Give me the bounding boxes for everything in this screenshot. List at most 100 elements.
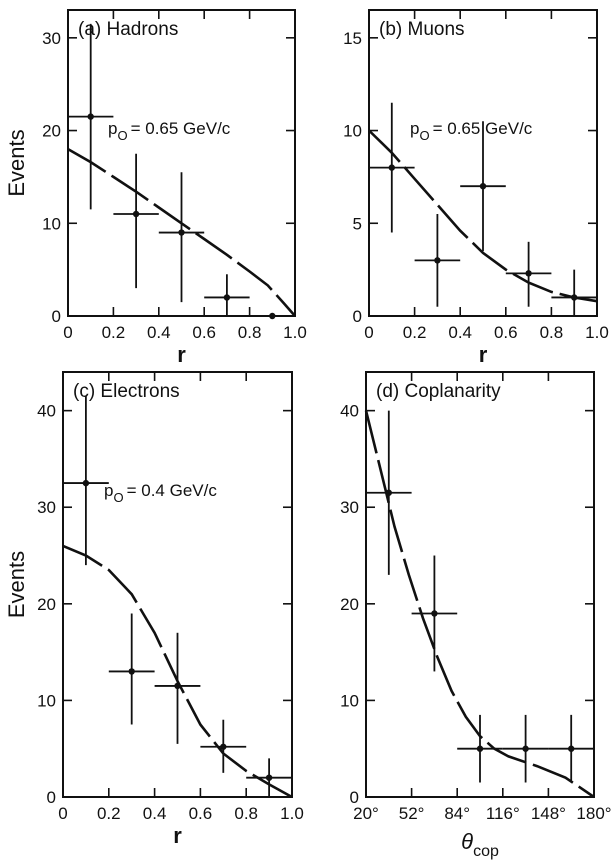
panel-muons: 0 0.2 0.4 0.6 0.8 1.0 0 5 10 15 (b) Muons pO = 0.65 … (343, 9, 609, 367)
panel-title: (c) Electrons (73, 381, 180, 402)
data-marker (223, 294, 231, 301)
x-tick-label: 84° (444, 804, 470, 823)
x-tick-label: 20° (353, 804, 379, 823)
x-tick-label: 1.0 (585, 323, 609, 342)
plot-frame (365, 371, 595, 798)
panel-title: (d) Coplanarity (376, 381, 501, 402)
data-point (551, 269, 597, 316)
y-tick-label: 10 (42, 214, 61, 233)
annotation-value: = 0.4 GeV/c (127, 481, 218, 500)
x-tick-label: 1.0 (280, 804, 304, 823)
data-point (460, 121, 506, 252)
x-axis-label: θcop (461, 829, 499, 860)
data-marker (525, 270, 532, 277)
data-marker (434, 257, 441, 264)
plot-frame (67, 9, 296, 317)
y-tick-label: 5 (353, 214, 362, 233)
x-axis-label: r (479, 342, 488, 367)
x-tick-label: 0.4 (143, 804, 167, 823)
y-tick-label: 0 (353, 307, 362, 326)
data-marker (269, 312, 276, 320)
data-point (249, 312, 295, 320)
x-tick-label: 0.2 (403, 323, 427, 342)
y-tick-label: 30 (37, 498, 56, 517)
y-tick-label: 20 (37, 595, 56, 614)
annotation-symbol: p (108, 119, 117, 138)
data-point (457, 714, 503, 783)
y-tick-label: 30 (42, 29, 61, 48)
x-axis-label-symbol: θ (461, 829, 473, 854)
y-tick-label: 10 (37, 691, 56, 710)
data-marker (265, 774, 273, 781)
panel-hadrons: 0 0.2 0.4 0.6 0.8 1.0 0 10 20 30 (a) Hadrons pO = 0.… (4, 9, 307, 367)
plot-frame (62, 371, 293, 798)
data-marker (178, 229, 185, 236)
momentum-annotation: pO = 0.65 GeV/c (410, 119, 533, 143)
x-tick-label: 0.2 (97, 804, 121, 823)
data-marker (479, 182, 487, 190)
annotation-subscript: O (419, 128, 429, 143)
data-point (68, 23, 114, 210)
annotation-subscript: O (117, 128, 127, 143)
x-tick-label: 0.8 (540, 323, 564, 342)
y-tick-label: 0 (350, 788, 359, 807)
data-point (411, 555, 458, 672)
x-axis-label-subscript: cop (473, 843, 499, 860)
data-point (369, 102, 415, 233)
data-point (505, 241, 552, 307)
panel-title: (a) Hadrons (78, 19, 178, 40)
data-point (548, 714, 594, 783)
fit-curve (364, 410, 595, 799)
y-tick-label: 20 (42, 122, 61, 141)
data-marker (128, 668, 135, 675)
panel-title: (b) Muons (379, 19, 465, 40)
x-tick-label: 180° (576, 804, 611, 823)
y-axis-label: Events (4, 129, 29, 196)
data-point (246, 758, 292, 797)
data-point (414, 214, 461, 307)
x-tick-label: 0.8 (234, 804, 258, 823)
momentum-annotation: pO = 0.65 GeV/c (108, 119, 231, 143)
y-tick-label: 0 (47, 788, 56, 807)
x-tick-label: 0.2 (102, 323, 126, 342)
data-point (502, 714, 549, 783)
data-marker (571, 294, 578, 301)
x-tick-label: 0.6 (189, 804, 213, 823)
y-tick-label: 15 (343, 29, 362, 48)
panel-coplanarity: 20° 52° 84° 116° 148° 180° 0 10 20 30 40 (d) Coplan… (340, 371, 612, 860)
x-tick-label: 0 (63, 323, 72, 342)
data-point (204, 274, 250, 316)
fit-curve (67, 147, 296, 317)
annotation-subscript: O (113, 490, 123, 505)
annotation-symbol: p (410, 119, 419, 138)
data-marker (431, 610, 438, 617)
y-tick-label: 30 (340, 498, 359, 517)
fit-curve (368, 129, 598, 303)
y-tick-label: 40 (37, 402, 56, 421)
data-marker (522, 745, 529, 752)
x-tick-label: 116° (486, 804, 520, 823)
data-point (154, 632, 201, 744)
annotation-value: = 0.65 GeV/c (131, 119, 231, 138)
data-marker (385, 489, 392, 496)
data-marker (82, 479, 90, 487)
x-axis-label: r (177, 342, 186, 367)
data-marker (220, 743, 227, 750)
y-tick-label: 40 (340, 402, 359, 421)
data-point (113, 153, 159, 289)
y-tick-label: 0 (52, 307, 61, 326)
x-tick-label: 0.8 (238, 323, 262, 342)
x-tick-label: 0.6 (494, 323, 518, 342)
y-axis-label: Events (4, 551, 29, 618)
data-marker (568, 745, 575, 752)
x-tick-label: 148° (531, 804, 566, 823)
data-marker (476, 745, 484, 752)
data-marker (132, 210, 140, 218)
data-marker (388, 164, 395, 171)
y-tick-label: 10 (343, 122, 362, 141)
data-point (366, 410, 412, 575)
x-axis-label: r (173, 823, 182, 848)
data-point (108, 613, 155, 725)
x-tick-label: 0.4 (448, 323, 472, 342)
